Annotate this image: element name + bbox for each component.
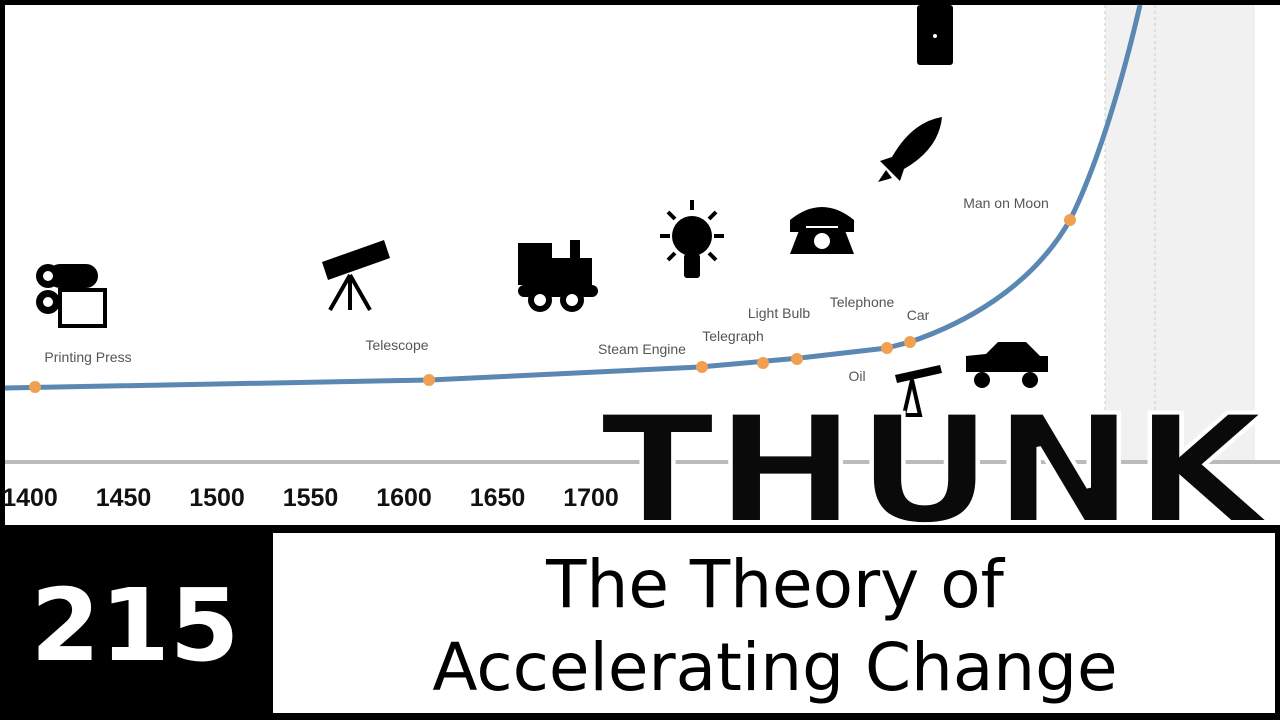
axis-label: 1400 (2, 484, 58, 512)
milestone-labels: Printing Press Telescope Steam Engine Teleg… (44, 195, 1048, 384)
shaded-region (1105, 5, 1255, 460)
milestone-label: Telephone (830, 294, 895, 310)
milestone-dot (423, 374, 435, 386)
axis-label: 1500 (189, 484, 245, 512)
phone-icon (917, 5, 953, 65)
rocket-icon (878, 117, 942, 182)
telephone-icon (790, 207, 854, 254)
milestone-dot (29, 381, 41, 393)
light-bulb-icon (660, 200, 724, 278)
car-icon (966, 342, 1048, 388)
axis-label: 1600 (376, 484, 432, 512)
milestone-label: Car (907, 307, 930, 323)
growth-curve (4, 4, 1143, 391)
axis-labels: 1400 1450 1500 1550 1600 1650 1700 (2, 484, 619, 512)
milestone-label: Printing Press (44, 349, 131, 365)
milestone-dot (757, 357, 769, 369)
telescope-icon (322, 240, 390, 311)
milestone-dot (791, 353, 803, 365)
milestone-dot (696, 361, 708, 373)
axis-label: 1450 (96, 484, 152, 512)
printing-press-icon (36, 264, 107, 328)
milestone-label: Light Bulb (748, 305, 810, 321)
axis-label: 1650 (470, 484, 526, 512)
axis-label: 1700 (563, 484, 619, 512)
milestone-dots (29, 214, 1076, 393)
milestone-label: Man on Moon (963, 195, 1049, 211)
title-line: Accelerating Change (432, 629, 1117, 706)
milestone-label: Steam Engine (598, 341, 686, 357)
episode-number: 215 (31, 567, 240, 684)
milestone-label: Oil (848, 368, 865, 384)
milestone-label: Telescope (365, 337, 428, 353)
axis-label: 1550 (283, 484, 339, 512)
milestone-dot (881, 342, 893, 354)
oil-pump-icon (895, 365, 942, 417)
icons (36, 5, 1048, 417)
milestone-dot (1064, 214, 1076, 226)
train-icon (518, 240, 598, 312)
title-line: The Theory of (545, 546, 1005, 623)
milestone-dot (904, 336, 916, 348)
chart-background (5, 5, 1280, 525)
milestone-label: Telegraph (702, 328, 764, 344)
title-box (273, 533, 1275, 713)
